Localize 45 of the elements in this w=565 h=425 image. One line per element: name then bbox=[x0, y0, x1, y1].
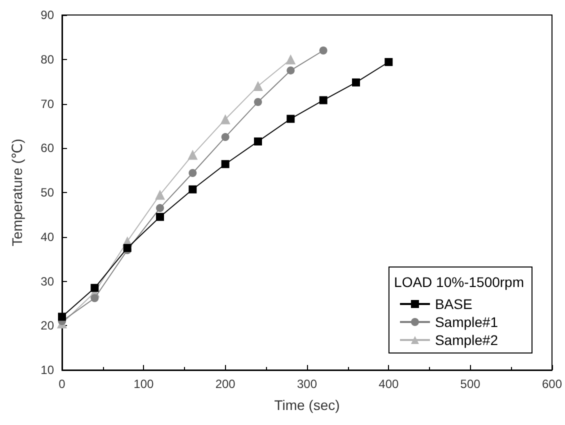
point bbox=[319, 96, 328, 104]
point bbox=[188, 150, 198, 160]
y-tick-label: 70 bbox=[40, 96, 54, 111]
x-tick-label: 0 bbox=[58, 377, 66, 391]
point bbox=[58, 312, 66, 321]
legend-label: Sample#1 bbox=[434, 314, 498, 330]
point bbox=[90, 284, 99, 292]
point bbox=[286, 66, 295, 74]
legend-label: BASE bbox=[434, 296, 472, 312]
point bbox=[156, 204, 164, 212]
x-tick-label: 300 bbox=[296, 377, 318, 391]
y-tick-label: 80 bbox=[40, 52, 54, 66]
x-tick-label: 200 bbox=[215, 377, 236, 391]
x-tick-label: 600 bbox=[542, 377, 562, 391]
legend-label: Sample#2 bbox=[434, 332, 498, 348]
y-tick-label: 40 bbox=[40, 230, 54, 244]
x-axis-title: Time (sec) bbox=[274, 397, 340, 413]
point bbox=[156, 212, 164, 221]
x-tick-label: 100 bbox=[134, 377, 154, 391]
y-tick-label: 20 bbox=[40, 318, 54, 333]
point bbox=[319, 46, 328, 54]
point bbox=[221, 160, 230, 168]
point bbox=[90, 294, 99, 302]
x-tick-label: 400 bbox=[378, 377, 399, 391]
y-tick-label: 30 bbox=[40, 274, 54, 288]
point bbox=[254, 137, 262, 146]
x-tick-label: 500 bbox=[460, 377, 481, 391]
point bbox=[254, 98, 262, 106]
point bbox=[188, 185, 197, 194]
point bbox=[188, 168, 197, 177]
point bbox=[384, 58, 393, 66]
point bbox=[252, 81, 263, 91]
point bbox=[155, 190, 165, 200]
y-axis-title: Temperature (℃) bbox=[9, 138, 25, 246]
y-tick-label: 60 bbox=[40, 141, 54, 156]
y-tick-label: 50 bbox=[40, 186, 54, 200]
point bbox=[220, 114, 230, 124]
point bbox=[123, 244, 132, 252]
point bbox=[352, 78, 360, 86]
point bbox=[286, 114, 295, 123]
point bbox=[286, 54, 296, 64]
y-tick-label: 10 bbox=[40, 363, 54, 377]
point bbox=[221, 133, 230, 142]
y-tick-label: 90 bbox=[40, 8, 54, 22]
legend-title: LOAD 10%-1500rpm bbox=[394, 274, 524, 290]
